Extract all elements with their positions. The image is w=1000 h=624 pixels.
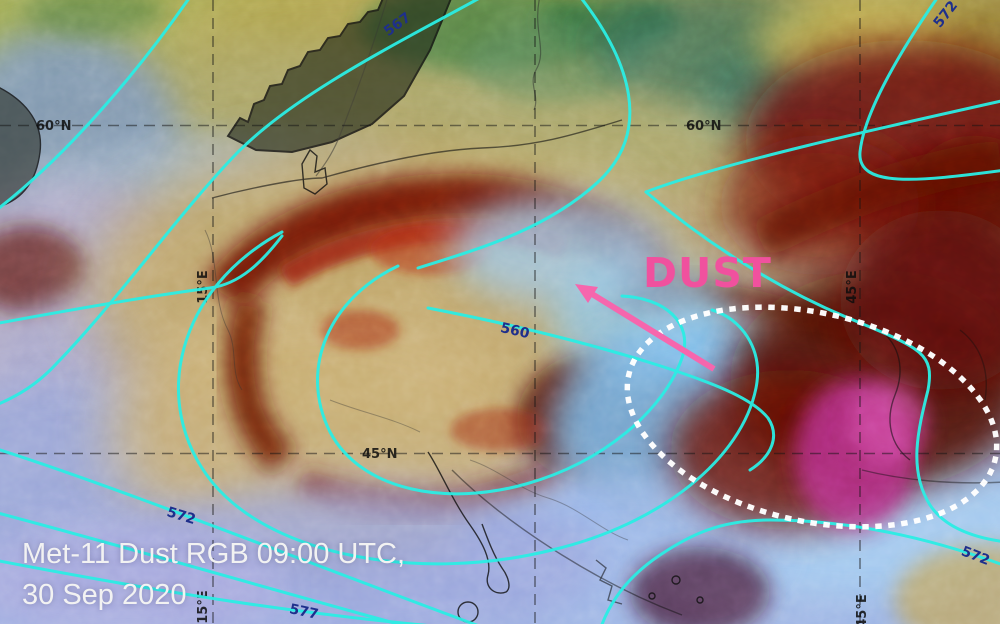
dust-region-ellipse xyxy=(624,304,1000,530)
graticule-labels: 60°N 60°N 45°N 15°E 45°E 15°E 45°E xyxy=(36,119,870,624)
coastline-adriatic xyxy=(451,469,683,616)
dust-arrow-head xyxy=(575,284,598,303)
graticule-label-45e-upper: 45°E xyxy=(845,270,860,303)
contour-line-572-bottomright xyxy=(600,518,1000,624)
graticule-label-45e-lower: 45°E xyxy=(855,594,870,624)
contour-line-572-topright xyxy=(858,0,1000,181)
coastline-aegean-island xyxy=(648,592,656,600)
coastline-aegean-island xyxy=(696,596,704,604)
contour-line-560 xyxy=(426,306,776,472)
contour-line xyxy=(0,512,404,624)
caption: Met-11 Dust RGB 09:00 UTC, 30 Sep 2020 xyxy=(22,534,405,616)
coastline-black-sea-west xyxy=(879,329,911,461)
caption-line-1: Met-11 Dust RGB 09:00 UTC, xyxy=(22,538,406,570)
dust-arrow-shaft xyxy=(590,291,716,372)
contour-line xyxy=(0,0,190,210)
graticule-label-45n: 45°N xyxy=(362,447,397,462)
contour-line-inner xyxy=(316,264,687,496)
contour-label-560: 560 xyxy=(499,320,531,342)
contour-line-567 xyxy=(0,0,480,406)
border-balkans xyxy=(469,459,629,541)
coastline-black-sea-east xyxy=(959,329,987,401)
contour-line-572-bottomleft xyxy=(0,448,479,624)
contour-line xyxy=(416,0,632,270)
coastline-baltic-south xyxy=(211,119,623,199)
contour-line xyxy=(0,234,284,325)
contour-label-577: 577 xyxy=(288,601,320,623)
coastline-denmark xyxy=(301,148,328,195)
dust-label: DUST xyxy=(643,249,772,297)
coastline-greece xyxy=(595,559,623,605)
coastline-italy xyxy=(427,451,510,594)
caption-line-2: 30 Sep 2020 xyxy=(22,579,187,612)
coastline-turkey xyxy=(861,469,1000,484)
border-alps-region xyxy=(329,399,421,433)
contour-line xyxy=(644,190,1000,543)
coastline-aegean-island xyxy=(671,575,681,585)
graticule-label-60n-east: 60°N xyxy=(686,119,721,134)
graticule-label-60n-west: 60°N xyxy=(36,119,71,134)
dust-annotation: DUST xyxy=(575,249,1000,530)
contour-line-outer xyxy=(177,230,759,566)
coastline-uk xyxy=(0,87,42,207)
contour-line xyxy=(644,99,1000,194)
